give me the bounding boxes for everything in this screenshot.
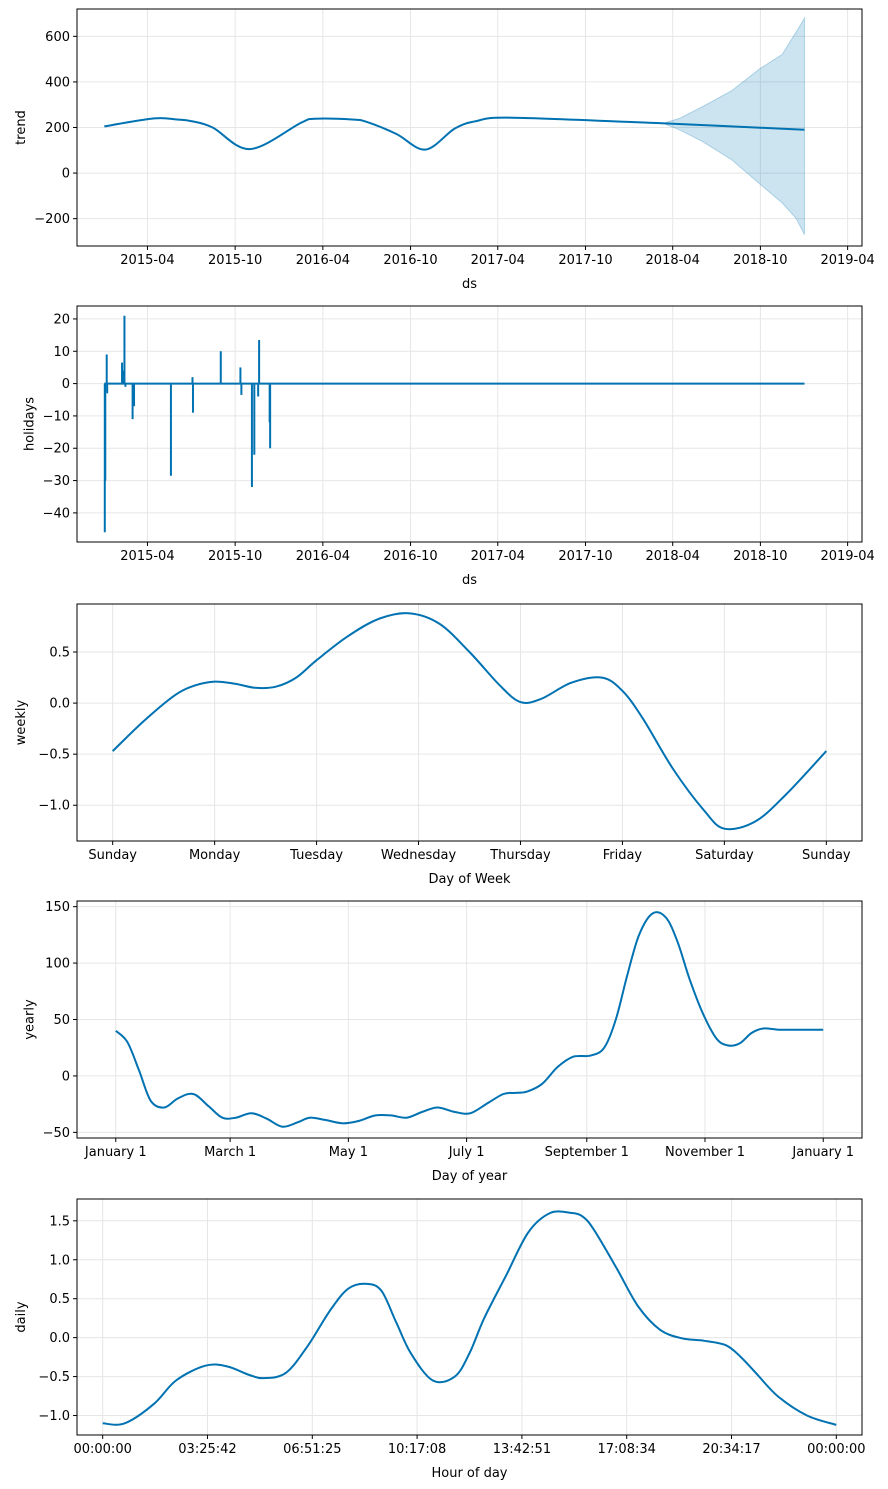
chart-holidays-xtick-label-3: 2016-10	[383, 549, 437, 564]
chart-weekly-ytick-label-2: −0.5	[38, 748, 70, 763]
chart-daily-xtick-label-0: 00:00:00	[73, 1442, 131, 1457]
chart-daily-xtick-label-2: 06:51:25	[283, 1442, 341, 1457]
chart-weekly-series-line-0	[112, 612, 828, 831]
chart-daily-ytick-label-4: −0.5	[38, 1370, 70, 1385]
chart-holidays-xtick-label-6: 2018-04	[646, 549, 700, 564]
chart-trend: 2015-04 2015-10 2016-04 2016-10 2017-04 2017-…	[14, 8, 875, 292]
chart-weekly-xtick-label-4: Thursday	[489, 848, 551, 863]
chart-holidays-xtick-label-2: 2016-04	[296, 549, 350, 564]
chart-weekly-frame	[76, 603, 863, 842]
chart-yearly-ytick-label-1: 100	[45, 957, 70, 972]
chart-daily-ytick-label-2: 0.5	[49, 1292, 70, 1307]
chart-weekly-xtick-label-5: Friday	[603, 848, 643, 863]
chart-daily-xtick-label-6: 20:34:17	[702, 1442, 760, 1457]
chart-trend-xtick-label-8: 2019-04	[820, 253, 874, 268]
chart-yearly-ytick-label-4: −50	[43, 1126, 70, 1141]
chart-daily-xtick-label-1: 03:25:42	[178, 1442, 236, 1457]
chart-daily-ytick-label-0: 1.5	[49, 1214, 70, 1229]
chart-weekly-ytick-label-0: 0.5	[49, 646, 70, 661]
chart-yearly-xtick-label-4: September 1	[545, 1145, 629, 1160]
chart-holidays-xtick-label-0: 2015-04	[120, 549, 174, 564]
chart-trend-xtick-label-6: 2018-04	[646, 253, 700, 268]
chart-trend-series-line-0	[104, 116, 805, 151]
chart-holidays-xtick-label-5: 2017-10	[558, 549, 612, 564]
chart-yearly: January 1 March 1 May 1 July 1 September 1 No…	[22, 900, 863, 1184]
chart-daily-xlabel: Hour of day	[431, 1466, 507, 1481]
chart-yearly-xtick-label-2: May 1	[329, 1145, 368, 1160]
chart-holidays: 2015-04 2015-10 2016-04 2016-10 2017-04 2017-…	[22, 305, 875, 588]
chart-weekly: Sunday Monday Tuesday Wednesday Thursday Frid…	[14, 603, 863, 887]
chart-weekly-ytick-label-1: 0.0	[49, 697, 70, 712]
chart-yearly-xtick-label-0: January 1	[84, 1145, 147, 1160]
chart-trend-xtick-label-4: 2017-04	[471, 253, 525, 268]
chart-holidays-ytick-label-2: 0	[62, 377, 70, 392]
chart-trend-ytick-label-0: 600	[45, 30, 70, 45]
chart-daily-xtick-label-5: 17:08:34	[598, 1442, 656, 1457]
chart-yearly-ytick-label-0: 150	[45, 900, 70, 915]
chart-weekly-xtick-label-2: Tuesday	[289, 848, 343, 863]
chart-trend-xtick-label-2: 2016-04	[296, 253, 350, 268]
chart-holidays-ytick-label-6: −40	[43, 506, 70, 521]
chart-holidays-ylabel: holidays	[22, 397, 37, 451]
chart-weekly-xtick-label-7: Sunday	[802, 848, 851, 863]
chart-daily-ytick-label-1: 1.0	[49, 1253, 70, 1268]
chart-trend-xtick-label-3: 2016-10	[383, 253, 437, 268]
chart-daily-xtick-label-4: 13:42:51	[493, 1442, 551, 1457]
chart-yearly-xtick-label-3: July 1	[448, 1145, 485, 1160]
chart-yearly-ytick-label-2: 50	[53, 1013, 70, 1028]
chart-weekly-xlabel: Day of Week	[428, 872, 511, 887]
chart-holidays-xtick-label-4: 2017-04	[471, 549, 525, 564]
chart-trend-ytick-label-4: −200	[34, 212, 70, 227]
chart-yearly-xlabel: Day of year	[432, 1169, 508, 1184]
chart-trend-ytick-label-3: 0	[62, 167, 70, 182]
chart-daily-series-line-0	[102, 1210, 837, 1426]
chart-daily-ytick-label-3: 0.0	[49, 1331, 70, 1346]
chart-weekly-xtick-label-6: Saturday	[695, 848, 754, 863]
chart-weekly-xtick-label-0: Sunday	[88, 848, 137, 863]
chart-holidays-xtick-label-8: 2019-04	[820, 549, 874, 564]
chart-trend-ytick-label-2: 200	[45, 121, 70, 136]
chart-trend-xtick-label-5: 2017-10	[558, 253, 612, 268]
chart-daily-ytick-label-5: −1.0	[38, 1409, 70, 1424]
chart-holidays-ytick-label-4: −20	[43, 442, 70, 457]
chart-daily-xtick-label-3: 10:17:08	[388, 1442, 446, 1457]
chart-daily-xtick-label-7: 00:00:00	[807, 1442, 865, 1457]
chart-yearly-xtick-label-6: January 1	[791, 1145, 854, 1160]
chart-trend-ytick-label-1: 400	[45, 75, 70, 90]
chart-holidays-frame	[76, 305, 863, 543]
chart-holidays-xlabel: ds	[462, 573, 477, 588]
chart-weekly-xtick-label-1: Monday	[189, 848, 241, 863]
chart-holidays-xtick-label-7: 2018-10	[733, 549, 787, 564]
chart-trend-xtick-label-7: 2018-10	[733, 253, 787, 268]
chart-holidays-ytick-label-1: 10	[53, 345, 70, 360]
chart-weekly-ytick-label-3: −1.0	[38, 799, 70, 814]
chart-trend-ylabel: trend	[14, 110, 29, 145]
chart-trend-xlabel: ds	[462, 277, 477, 292]
chart-weekly-ylabel: weekly	[14, 699, 29, 745]
chart-daily-frame	[76, 1198, 863, 1436]
chart-yearly-ylabel: yearly	[22, 999, 37, 1040]
chart-yearly-series-line-0	[115, 911, 824, 1128]
chart-trend-xtick-label-0: 2015-04	[120, 253, 174, 268]
chart-daily-ylabel: daily	[14, 1301, 29, 1332]
chart-yearly-ytick-label-3: 0	[62, 1069, 70, 1084]
chart-weekly-xtick-label-3: Wednesday	[381, 848, 457, 863]
chart-holidays-ytick-label-5: −30	[43, 474, 70, 489]
chart-holidays-ytick-label-3: −10	[43, 409, 70, 424]
chart-holidays-xtick-label-1: 2015-10	[208, 549, 262, 564]
chart-trend-xtick-label-1: 2015-10	[208, 253, 262, 268]
chart-yearly-xtick-label-5: November 1	[665, 1145, 745, 1160]
chart-daily: 00:00:00 03:25:42 06:51:25 10:17:08 13:42:51…	[14, 1198, 866, 1481]
chart-yearly-xtick-label-1: March 1	[204, 1145, 256, 1160]
chart-holidays-ytick-label-0: 20	[53, 312, 70, 327]
